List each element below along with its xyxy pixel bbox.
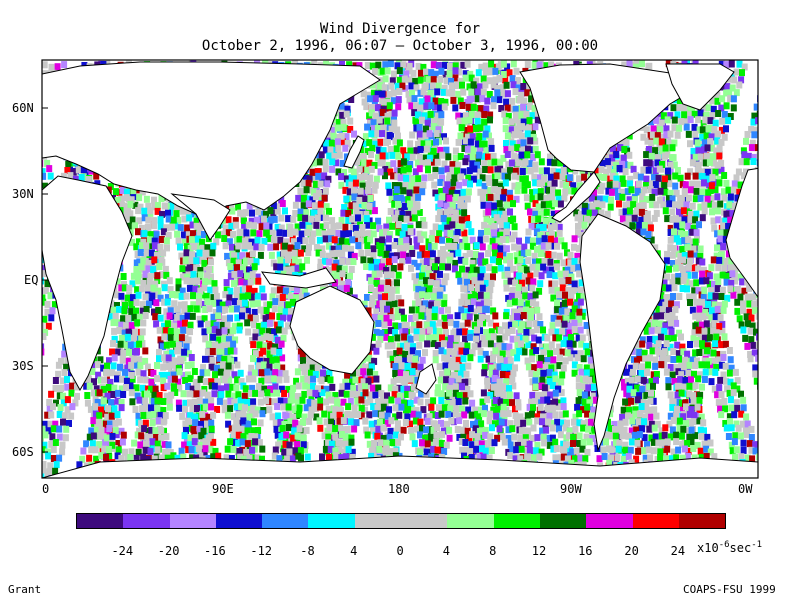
map-frame	[41, 59, 759, 479]
colorbar-tick-label: 0	[396, 544, 404, 558]
lat-label-60n: 60N	[12, 101, 34, 115]
chart-title-line1: Wind Divergence for	[319, 21, 481, 37]
colorbar-tick-label: 4	[350, 544, 358, 558]
footer-credit: COAPS-FSU 1999	[683, 583, 776, 596]
lat-label-eq: EQ	[24, 273, 39, 287]
colorbar-segment	[262, 514, 309, 528]
colorbar-segment	[586, 514, 633, 528]
lon-label-90w: 90W	[560, 482, 582, 496]
colorbar-segment	[493, 514, 540, 528]
colorbar-tick-label: 24	[670, 544, 686, 558]
lon-label-0w: 0W	[738, 482, 753, 496]
colorbar-tick-label: 8	[489, 544, 497, 558]
lat-label-60s: 60S	[12, 445, 34, 459]
colorbar-segment	[447, 514, 494, 528]
colorbar-tick-label: 20	[624, 544, 639, 558]
colorbar-tick-label: -24	[111, 544, 134, 558]
colorbar-segment	[354, 514, 402, 528]
colorbar-segment	[215, 514, 263, 528]
colorbar-tick-label: -12	[250, 544, 273, 558]
colorbar-segment	[632, 514, 679, 528]
colorbar-tick-label: 12	[531, 544, 547, 558]
colorbar-segment	[123, 514, 170, 528]
colorbar-segment	[169, 514, 216, 528]
lon-label-0: 0	[42, 482, 50, 496]
lon-label-180: 180	[388, 482, 410, 496]
colorbar-units: x10-6sec-1	[697, 540, 763, 555]
lon-label-90e: 90E	[212, 482, 234, 496]
colorbar-segment	[678, 514, 726, 528]
colorbar-tick-label: -20	[157, 544, 180, 558]
lat-label-30s: 30S	[12, 359, 34, 373]
colorbar-segment	[77, 514, 124, 528]
coastlines	[42, 61, 758, 478]
colorbar-tick-label: 16	[578, 544, 593, 558]
colorbar-segment	[539, 514, 587, 528]
lat-label-30n: 30N	[12, 187, 34, 201]
colorbar	[76, 513, 727, 529]
colorbar-segment	[308, 514, 355, 528]
footer-author: Grant	[8, 583, 42, 596]
colorbar-tick-label: -8	[300, 544, 315, 558]
swath	[361, 60, 507, 478]
chart-title-line2: October 2, 1996, 06:07 – October 3, 1996…	[201, 38, 599, 54]
colorbar-tick-label: 4	[442, 544, 451, 558]
colorbar-tick-label: -16	[204, 544, 226, 558]
colorbar-segment	[401, 514, 448, 528]
